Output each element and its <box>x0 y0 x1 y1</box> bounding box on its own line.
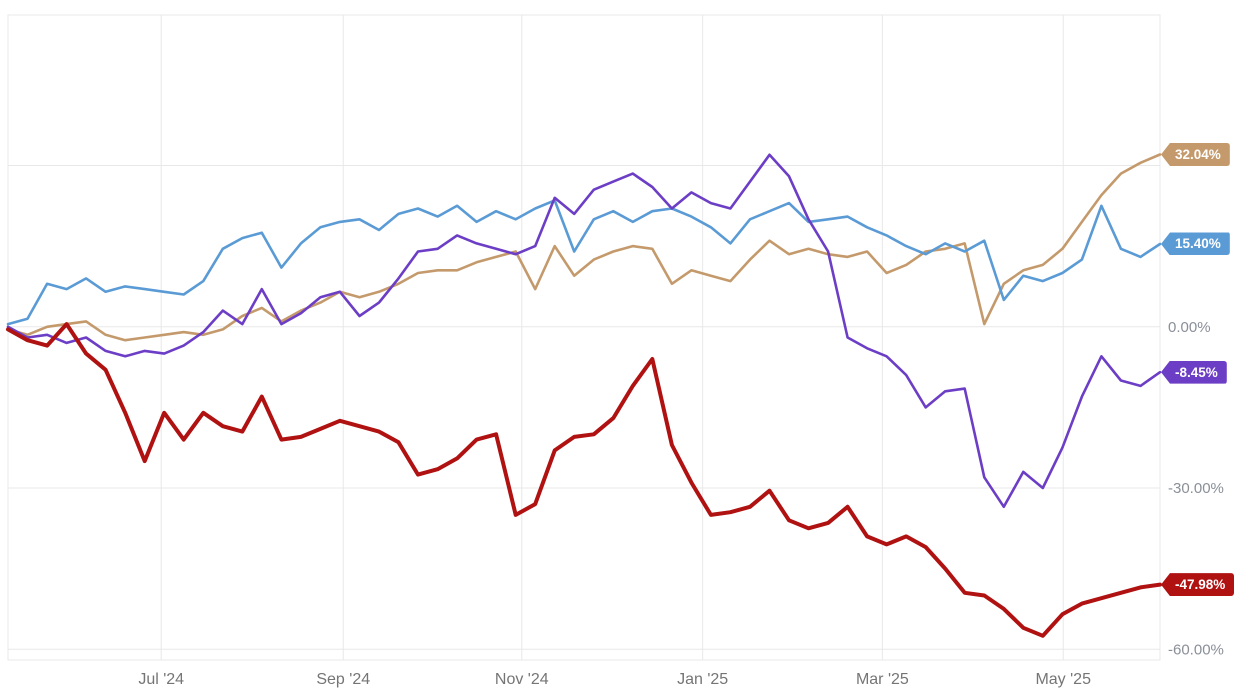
x-axis-label: Sep '24 <box>316 671 370 688</box>
series-purple-value-badge: -8.45% <box>1161 360 1227 384</box>
x-axis-label: Nov '24 <box>495 671 549 688</box>
series-red-line <box>6 322 1162 638</box>
x-axis-label: Jan '25 <box>677 671 728 688</box>
series-red-value-badge: -47.98% <box>1161 573 1235 597</box>
y-axis-label: -30.00% <box>1168 480 1224 497</box>
y-axis-label: -60.00% <box>1168 641 1224 658</box>
series-tan-value-badge: 32.04% <box>1161 143 1230 167</box>
x-axis-label: Mar '25 <box>856 671 909 688</box>
x-axis-label: May '25 <box>1035 671 1091 688</box>
series-blue-value-badge: 15.40% <box>1161 232 1230 256</box>
series-purple-line <box>6 153 1162 509</box>
y-axis-label: 0.00% <box>1168 319 1211 336</box>
series-blue-line <box>6 199 1162 326</box>
x-axis-label: Jul '24 <box>138 671 184 688</box>
plot-border <box>7 14 1161 661</box>
